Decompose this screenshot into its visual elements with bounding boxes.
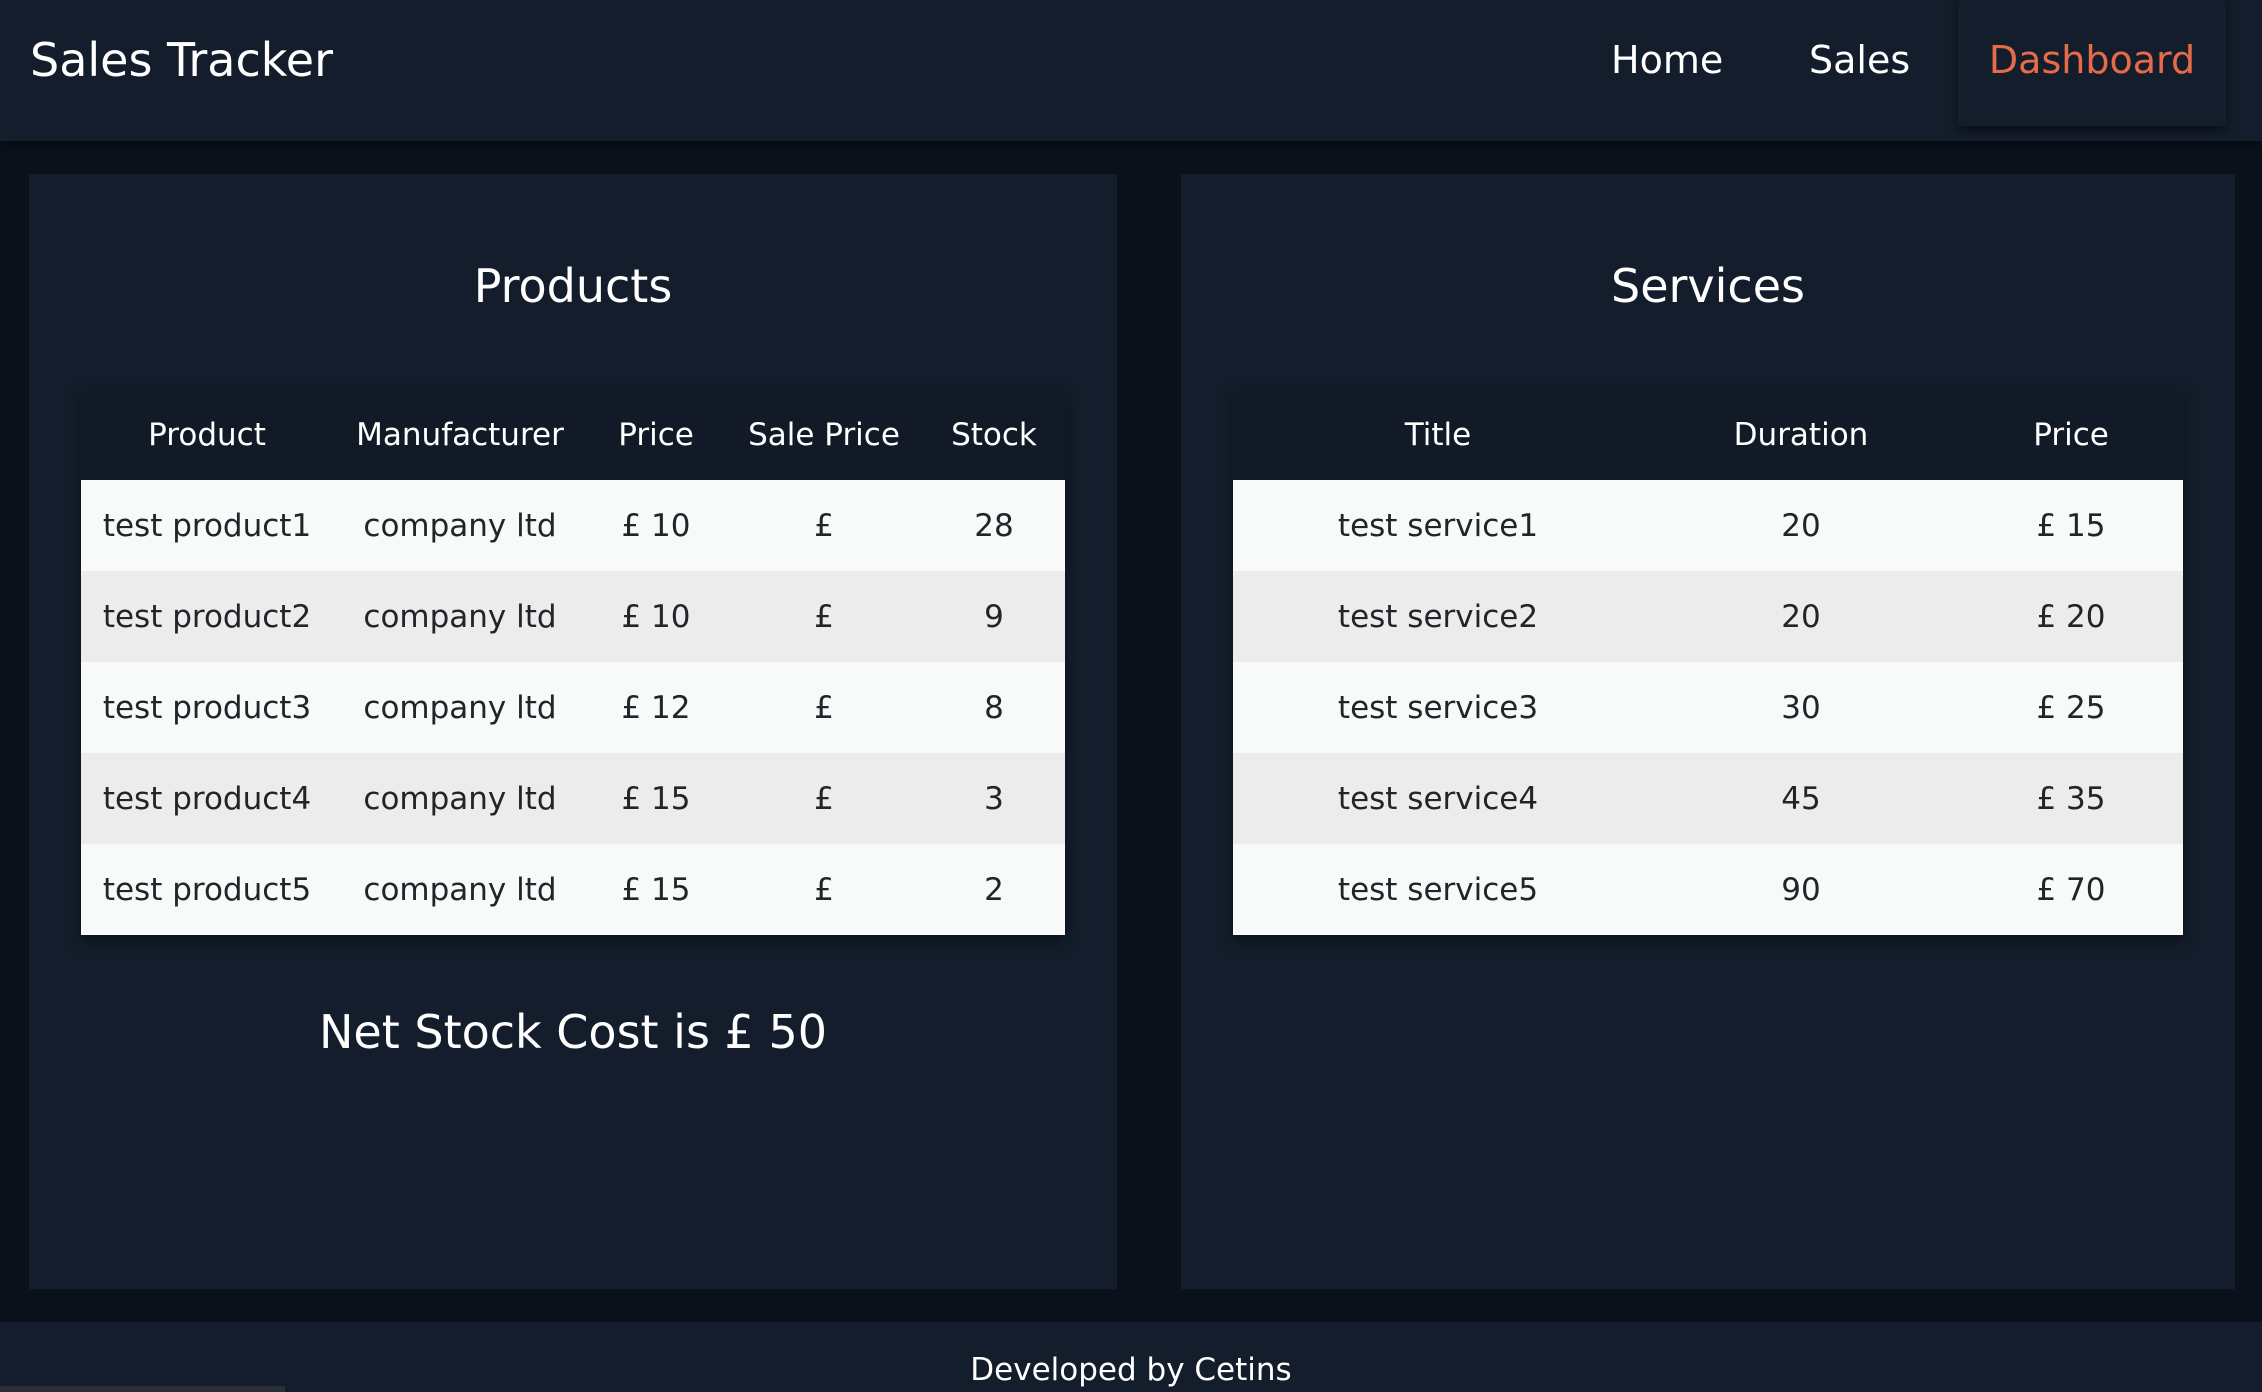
table-row: test service4 45 £ 35 bbox=[1233, 753, 2183, 844]
column-header: Title bbox=[1404, 416, 1472, 453]
table-cell: test product2 bbox=[102, 598, 312, 635]
table-cell: company ltd bbox=[363, 780, 557, 817]
table-cell: 28 bbox=[974, 507, 1014, 544]
table-cell: 30 bbox=[1781, 689, 1821, 726]
table-cell: 2 bbox=[984, 871, 1004, 908]
table-cell: £ 15 bbox=[621, 780, 691, 817]
services-header-row: Title Duration Price bbox=[1233, 389, 2183, 480]
table-row: test service2 20 £ 20 bbox=[1233, 571, 2183, 662]
table-cell: £ 25 bbox=[2036, 689, 2106, 726]
table-cell: £ 10 bbox=[621, 507, 691, 544]
products-title: Products bbox=[473, 259, 673, 313]
nav-dashboard-link[interactable]: Dashboard bbox=[1988, 38, 2196, 82]
table-cell: company ltd bbox=[363, 598, 557, 635]
horizontal-scrollbar[interactable] bbox=[0, 1386, 285, 1392]
table-row: test product3 company ltd £ 12 £ 8 bbox=[81, 662, 1065, 753]
table-cell: test service3 bbox=[1337, 689, 1539, 726]
table-cell: £ bbox=[814, 871, 834, 908]
services-table: Title Duration Price test service1 20 £ … bbox=[1233, 389, 2183, 935]
table-cell: test service1 bbox=[1337, 507, 1539, 544]
table-cell: 20 bbox=[1781, 507, 1821, 544]
services-title: Services bbox=[1611, 259, 1805, 313]
footer: Developed by Cetins bbox=[0, 1322, 2262, 1392]
net-stock-cost: Net Stock Cost is £ 50 bbox=[319, 1005, 827, 1059]
table-cell: 9 bbox=[984, 598, 1004, 635]
table-cell: test service4 bbox=[1337, 780, 1539, 817]
table-cell: 90 bbox=[1781, 871, 1821, 908]
table-cell: test service5 bbox=[1337, 871, 1539, 908]
table-cell: £ 15 bbox=[621, 871, 691, 908]
table-cell: £ bbox=[814, 598, 834, 635]
table-row: test product5 company ltd £ 15 £ 2 bbox=[81, 844, 1065, 935]
table-cell: £ bbox=[814, 507, 834, 544]
table-cell: £ bbox=[814, 689, 834, 726]
table-cell: £ 15 bbox=[2036, 507, 2106, 544]
table-cell: 20 bbox=[1781, 598, 1821, 635]
services-panel: Services Title Duration Price test servi… bbox=[1181, 174, 2235, 1289]
table-cell: 3 bbox=[984, 780, 1004, 817]
navbar: Sales Tracker Home Sales Dashboard bbox=[0, 0, 2262, 141]
table-cell: test product5 bbox=[102, 871, 312, 908]
table-cell: test product1 bbox=[102, 507, 312, 544]
nav-home-link[interactable]: Home bbox=[1611, 38, 1724, 82]
column-header: Product bbox=[148, 416, 266, 453]
table-cell: £ 12 bbox=[621, 689, 691, 726]
column-header: Stock bbox=[951, 416, 1037, 453]
table-cell: 45 bbox=[1781, 780, 1821, 817]
table-cell: test product3 bbox=[102, 689, 312, 726]
table-cell: company ltd bbox=[363, 507, 557, 544]
table-cell: company ltd bbox=[363, 689, 557, 726]
column-header: Sale Price bbox=[748, 416, 900, 453]
brand-title[interactable]: Sales Tracker bbox=[30, 33, 333, 87]
table-row: test service1 20 £ 15 bbox=[1233, 480, 2183, 571]
table-row: test service3 30 £ 25 bbox=[1233, 662, 2183, 753]
nav-sales-link[interactable]: Sales bbox=[1809, 38, 1911, 82]
table-row: test product2 company ltd £ 10 £ 9 bbox=[81, 571, 1065, 662]
table-cell: test product4 bbox=[102, 780, 312, 817]
footer-credit: Developed by Cetins bbox=[970, 1352, 1292, 1388]
nav-dashboard-tab[interactable]: Dashboard bbox=[1958, 0, 2226, 126]
table-cell: £ 20 bbox=[2036, 598, 2106, 635]
products-table: Product Manufacturer Price Sale Price St… bbox=[81, 389, 1065, 935]
table-cell: test service2 bbox=[1337, 598, 1539, 635]
table-row: test product4 company ltd £ 15 £ 3 bbox=[81, 753, 1065, 844]
column-header: Manufacturer bbox=[356, 416, 564, 453]
products-header-row: Product Manufacturer Price Sale Price St… bbox=[81, 389, 1065, 480]
column-header: Duration bbox=[1733, 416, 1869, 453]
table-cell: 8 bbox=[984, 689, 1004, 726]
table-cell: company ltd bbox=[363, 871, 557, 908]
table-cell: £ 35 bbox=[2036, 780, 2106, 817]
table-cell: £ bbox=[814, 780, 834, 817]
table-row: test product1 company ltd £ 10 £ 28 bbox=[81, 480, 1065, 571]
column-header: Price bbox=[2033, 416, 2109, 453]
table-cell: £ 70 bbox=[2036, 871, 2106, 908]
table-row: test service5 90 £ 70 bbox=[1233, 844, 2183, 935]
products-panel: Products Product Manufacturer Price Sale… bbox=[29, 174, 1117, 1289]
table-cell: £ 10 bbox=[621, 598, 691, 635]
column-header: Price bbox=[618, 416, 694, 453]
